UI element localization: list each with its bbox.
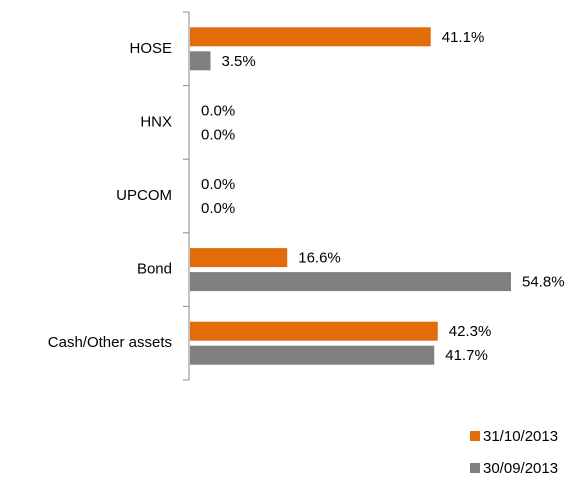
bar: [190, 272, 511, 292]
data-label: 0.0%: [201, 200, 235, 217]
bar: [190, 51, 211, 71]
legend-label: 30/09/2013: [483, 460, 558, 477]
legend-swatch: [470, 463, 480, 473]
data-label: 3.5%: [222, 53, 256, 70]
data-label: 0.0%: [201, 176, 235, 193]
category-label: Bond: [137, 261, 172, 278]
data-label: 41.7%: [445, 347, 488, 364]
data-label: 16.6%: [298, 250, 341, 267]
legend-swatch: [470, 431, 480, 441]
category-label: HOSE: [129, 40, 172, 57]
category-label: HNX: [140, 113, 172, 130]
category-label: Cash/Other assets: [48, 334, 172, 351]
legend-label: 31/10/2013: [483, 428, 558, 445]
data-label: 41.1%: [442, 29, 485, 46]
bar: [190, 248, 288, 268]
data-label: 54.8%: [522, 274, 565, 291]
data-label: 42.3%: [449, 323, 492, 340]
data-label: 0.0%: [201, 126, 235, 143]
data-label: 0.0%: [201, 102, 235, 119]
bar: [190, 345, 435, 365]
bar: [190, 321, 438, 341]
bar: [190, 27, 431, 47]
category-label: UPCOM: [116, 187, 172, 204]
